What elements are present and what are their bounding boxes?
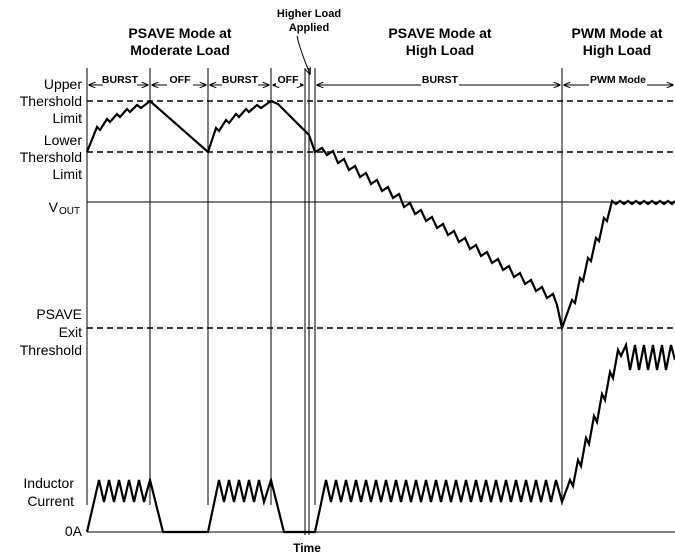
phase-boundaries	[86, 68, 563, 535]
svg-text:Lower: Lower	[44, 132, 82, 148]
lower-threshold-label: Lower Thershold Limit	[20, 132, 83, 182]
header-psave-moderate-line2: Moderate Load	[130, 42, 230, 58]
header-psave-high-line2: High Load	[406, 42, 474, 58]
svg-text:Thershold: Thershold	[20, 149, 82, 165]
psave-exit-threshold-label: PSAVE Exit Threshold	[20, 306, 82, 358]
higher-load-pointer-arrow	[296, 35, 310, 74]
upper-threshold-label: Upper Thershold Limit	[20, 76, 83, 126]
svg-text:Inductor: Inductor	[23, 475, 74, 491]
zero-amp-label: 0A	[65, 523, 83, 539]
header-pwm-high-line2: High Load	[583, 42, 651, 58]
output-voltage-waveform	[85, 99, 675, 332]
svg-text:Thershold: Thershold	[20, 93, 82, 109]
header-higher-load-line2: Applied	[289, 22, 329, 34]
svg-text:Threshold: Threshold	[20, 342, 82, 358]
segment-off-2: OFF	[278, 74, 300, 86]
svg-text:OUT: OUT	[59, 206, 80, 217]
svg-text:Limit: Limit	[52, 110, 82, 126]
svg-text:Upper: Upper	[44, 76, 82, 92]
segment-burst-1: BURST	[102, 74, 139, 86]
svg-text:PSAVE: PSAVE	[36, 306, 82, 322]
header-higher-load-line1: Higher Load	[277, 8, 341, 20]
header-psave-moderate-line1: PSAVE Mode at	[128, 25, 232, 41]
segment-burst-2: BURST	[222, 74, 259, 86]
svg-text:V: V	[49, 199, 59, 215]
header-psave-high-line1: PSAVE Mode at	[388, 25, 492, 41]
svg-text:Exit: Exit	[59, 324, 82, 340]
segment-labels: BURST OFF BURST OFF BURST PWM Mode	[102, 74, 647, 86]
time-axis-label: Time	[293, 541, 321, 555]
vout-label: V OUT	[49, 199, 80, 217]
svg-text:Limit: Limit	[52, 166, 82, 182]
inductor-current-waveform	[85, 341, 675, 534]
segment-off-1: OFF	[170, 74, 192, 86]
segment-burst-3: BURST	[422, 74, 459, 86]
segment-pwm: PWM Mode	[590, 74, 646, 86]
inductor-current-label: Inductor Current	[23, 475, 74, 509]
header-pwm-high-line1: PWM Mode at	[572, 25, 663, 41]
svg-text:Current: Current	[27, 493, 74, 509]
